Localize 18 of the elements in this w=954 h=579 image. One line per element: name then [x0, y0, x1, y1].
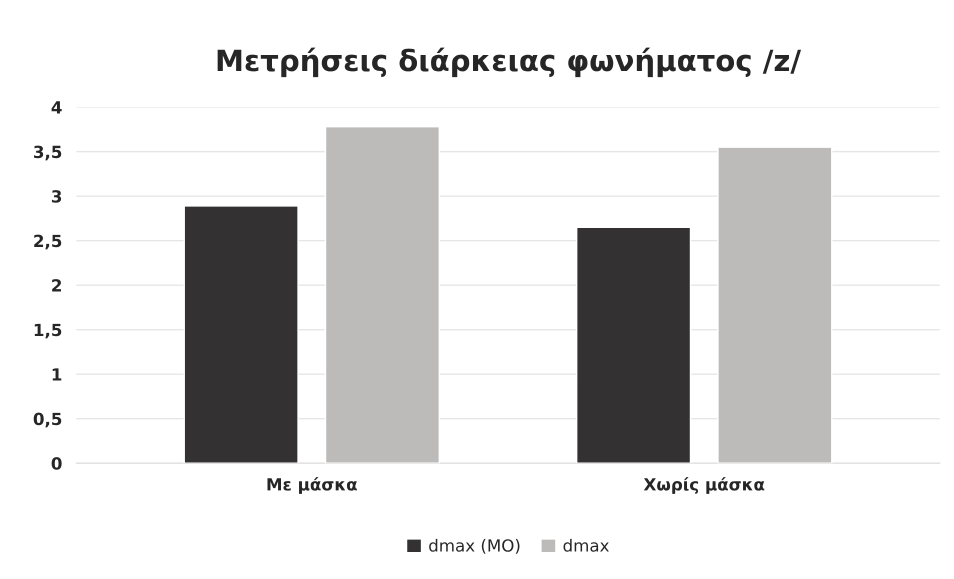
legend-label: dmax (MO): [429, 538, 520, 554]
y-tick-label: 1,5: [34, 324, 62, 338]
y-tick-label: 2,5: [34, 234, 62, 250]
bar: [324, 126, 440, 464]
bar: [717, 146, 832, 464]
x-tick-label: Χωρίς μάσκα: [644, 477, 764, 494]
y-tick-label: 0: [52, 457, 62, 470]
bar: [184, 205, 299, 464]
y-tick-label: 3,5: [34, 146, 62, 160]
y-tick-label: 2: [52, 279, 61, 292]
chart-title: Μετρήσεις διάρκειας φωνήματος /z/: [218, 48, 802, 78]
x-tick-label: Με μάσκα: [267, 477, 357, 494]
y-tick-label: 1: [52, 368, 62, 381]
bar: [576, 226, 692, 464]
y-tick-label: 3: [52, 190, 62, 203]
y-tick-label: 0,5: [34, 412, 62, 428]
legend-label: dmax: [563, 538, 609, 552]
y-tick-label: 4: [52, 101, 62, 114]
